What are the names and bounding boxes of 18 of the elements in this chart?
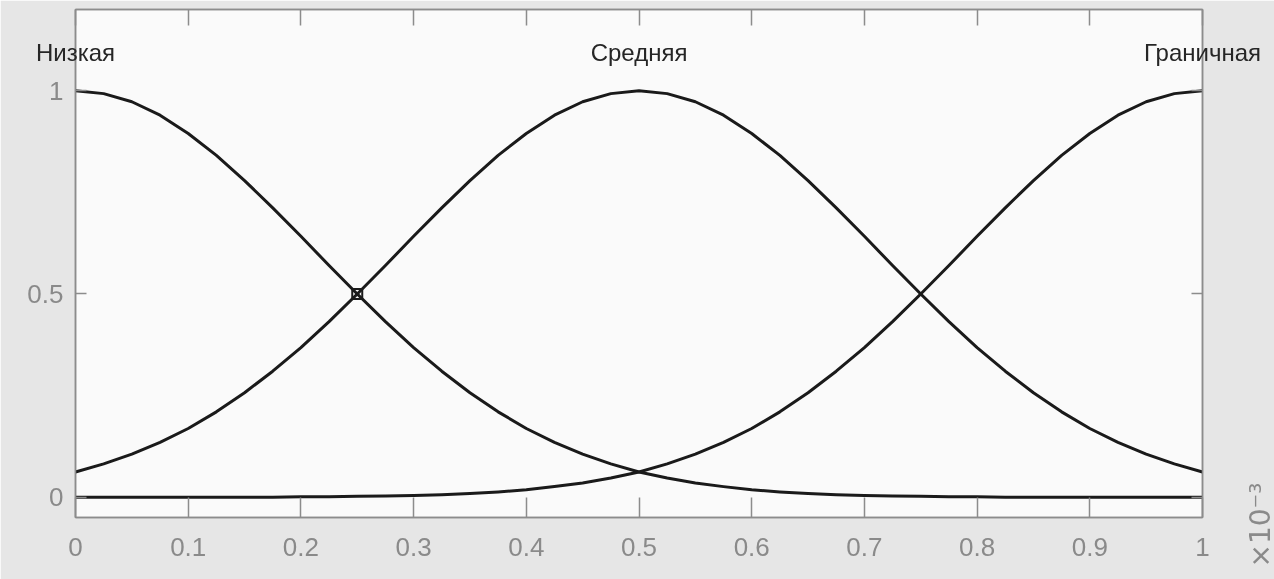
x-tick-label: 0 bbox=[68, 531, 83, 562]
series-label: Граничная bbox=[1143, 39, 1262, 67]
text: ×10⁻³ bbox=[1244, 482, 1274, 568]
series-label: Низкая bbox=[35, 39, 116, 67]
x-tick-label: 0.7 bbox=[846, 531, 883, 562]
y-tick-label: 0 bbox=[49, 482, 64, 513]
x-tick-label: 0.1 bbox=[170, 531, 207, 562]
x-tick-label: 0.9 bbox=[1071, 531, 1108, 562]
x-tick-label: 0.5 bbox=[620, 531, 658, 562]
x-tick-label: 0.2 bbox=[282, 531, 319, 562]
x-tick-label: 0.3 bbox=[395, 531, 432, 562]
series-label: Средняя bbox=[590, 39, 688, 67]
x-tick-label: 1 bbox=[1195, 531, 1210, 562]
y-tick-label: 1 bbox=[49, 75, 64, 106]
y-tick-label: 0.5 bbox=[27, 278, 64, 309]
x-tick-label: 0.4 bbox=[508, 531, 545, 562]
x-tick-label: 0.8 bbox=[959, 531, 996, 562]
x-tick-label: 0.6 bbox=[733, 531, 770, 562]
